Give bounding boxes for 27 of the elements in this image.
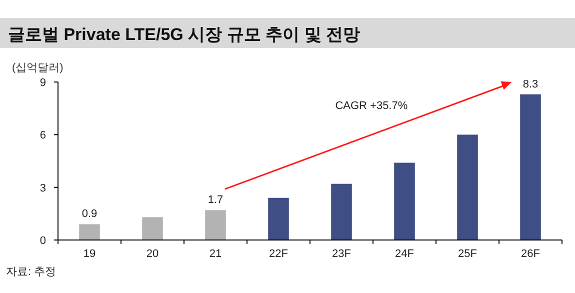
x-tick-label: 20: [146, 248, 159, 260]
data-label: 0.9: [82, 208, 98, 220]
data-label: 1.7: [208, 194, 224, 206]
x-tick-label: 21: [209, 248, 222, 260]
x-tick-label: 25F: [458, 248, 478, 260]
x-tick-label: 19: [83, 248, 96, 260]
bar: [142, 217, 163, 240]
data-label: 8.3: [522, 78, 538, 90]
bar: [79, 224, 100, 240]
x-tick-label: 22F: [269, 248, 288, 260]
x-tick-label: 23F: [332, 248, 352, 260]
bar: [205, 210, 226, 240]
chart-title: 글로벌 Private LTE/5G 시장 규모 추이 및 전망: [8, 25, 360, 44]
y-tick-label: 0: [40, 235, 46, 247]
x-tick-label: 24F: [395, 248, 414, 260]
y-tick-label: 3: [40, 182, 46, 194]
bar: [331, 184, 352, 240]
y-tick-label: 9: [40, 77, 46, 89]
y-axis-title: (십억달러): [12, 62, 64, 74]
annotation: CAGR +35.7%: [335, 100, 408, 112]
bar: [520, 94, 541, 240]
y-tick-label: 6: [40, 130, 46, 142]
x-tick-label: 26F: [521, 248, 540, 260]
bar: [457, 134, 478, 240]
bar: [268, 198, 289, 240]
bar: [394, 162, 415, 240]
text: 자료: 추정: [6, 266, 56, 278]
